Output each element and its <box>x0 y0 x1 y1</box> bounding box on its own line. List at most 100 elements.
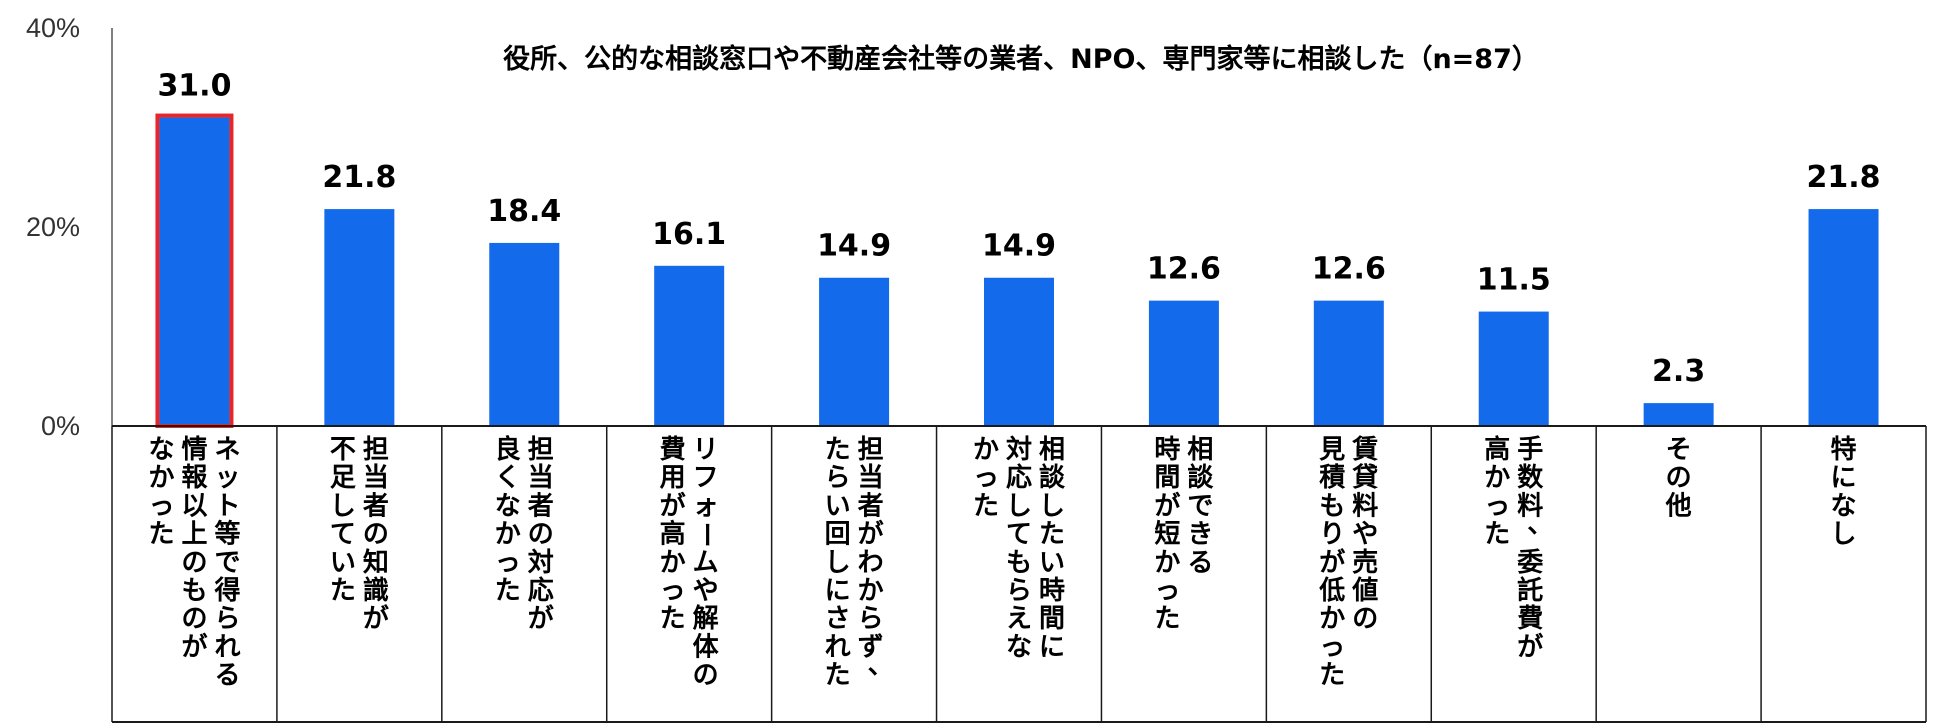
bar <box>654 265 725 426</box>
category-char: ー <box>691 522 721 548</box>
category-char: 報 <box>181 463 208 493</box>
category-char: ら <box>825 463 851 493</box>
category-char: し <box>825 548 851 578</box>
category-char: る <box>1187 548 1213 578</box>
category-char: も <box>181 576 207 606</box>
category-char: っ <box>660 576 686 606</box>
category-char: た <box>825 661 851 691</box>
category-char: が <box>1319 547 1345 578</box>
category-char: 売 <box>1352 548 1378 578</box>
category-char: そ <box>1666 435 1692 465</box>
category-char: が <box>660 490 686 521</box>
category-char: て <box>1006 520 1032 550</box>
category-char: て <box>330 520 356 550</box>
bar-value-label: 21.8 <box>1807 160 1881 195</box>
category-char: 担 <box>858 435 884 465</box>
value-labels: 31.0 21.8 18.4 16.1 14.9 14.9 12.6 12.6 11.5 2.3 2… <box>157 69 1880 390</box>
category-char: の <box>528 520 554 550</box>
category-char: 者 <box>528 491 554 521</box>
category-char: か <box>1484 463 1510 493</box>
category-char: 体 <box>693 632 720 662</box>
category-char: ら <box>1006 576 1032 606</box>
category-char: か <box>858 576 884 606</box>
category-char: の <box>181 548 207 578</box>
category-char: 高 <box>1484 434 1510 465</box>
category-char: が <box>1517 631 1543 662</box>
category-char: 足 <box>330 463 356 493</box>
category-char: り <box>1319 520 1345 550</box>
category-char: で <box>1187 491 1213 521</box>
category-char: し <box>330 491 356 521</box>
bar-value-label: 12.6 <box>1147 252 1221 287</box>
category-char: に <box>825 576 851 606</box>
category-char: 相 <box>1039 435 1065 465</box>
category-char: い <box>1039 548 1065 578</box>
category-char: が <box>1154 490 1180 521</box>
category-char: 見 <box>1319 435 1345 465</box>
category-char: 高 <box>660 519 686 550</box>
category-char: 対 <box>528 548 554 578</box>
bar <box>984 277 1054 426</box>
category-char: や <box>693 576 719 606</box>
category-char: ッ <box>214 463 240 493</box>
category-char: っ <box>1484 491 1510 521</box>
chart-title: 役所、公的な相談窓口や不動産会社等の業者、NPO、専門家等に相談した（n=87） <box>503 43 1539 75</box>
category-char: 積 <box>1319 463 1345 493</box>
category-char: た <box>825 435 851 465</box>
category-char: え <box>1006 604 1032 634</box>
bar <box>1643 403 1714 426</box>
category-char: な <box>148 435 174 465</box>
category-char: 担 <box>528 435 554 465</box>
category-char: 回 <box>825 520 851 550</box>
category-char: 知 <box>363 548 389 578</box>
category-char: 、 <box>1527 510 1553 540</box>
category-char: 特 <box>1831 434 1857 465</box>
category-char: 費 <box>660 435 686 465</box>
bar <box>819 277 890 426</box>
bars <box>155 113 1879 429</box>
category-char: 費 <box>1517 604 1543 634</box>
category-char: れ <box>214 632 240 662</box>
category-char: た <box>330 576 356 606</box>
bar <box>489 242 560 426</box>
category-char: 不 <box>330 435 356 465</box>
category-char: な <box>1006 632 1032 662</box>
category-char: の <box>693 661 719 691</box>
category-char: の <box>1352 604 1378 634</box>
category-char: っ <box>1154 576 1180 606</box>
category-char: 当 <box>528 463 554 493</box>
bar-value-label: 14.9 <box>817 229 891 264</box>
bar <box>159 117 230 427</box>
category-char: 以 <box>181 491 207 521</box>
category-char: 得 <box>213 576 240 606</box>
category-char: の <box>1666 463 1692 493</box>
bar <box>1148 300 1219 426</box>
bar <box>1313 300 1384 426</box>
category-char: く <box>495 463 521 493</box>
category-char: 情 <box>181 435 207 465</box>
category-char: し <box>1831 520 1857 550</box>
bar-value-label: 16.1 <box>652 217 726 252</box>
category-char: っ <box>973 463 999 493</box>
bar-value-label: 31.0 <box>157 69 231 104</box>
category-char: 数 <box>1517 463 1544 493</box>
category-char: の <box>363 520 389 550</box>
category-char: 当 <box>858 463 884 493</box>
category-char: 賃 <box>1351 435 1378 465</box>
category-char: わ <box>858 548 884 578</box>
category-char: 相 <box>1187 435 1213 465</box>
category-char: に <box>1039 632 1065 662</box>
category-char: な <box>1831 491 1857 521</box>
bar <box>324 209 395 426</box>
category-char: 手 <box>1517 435 1543 465</box>
bar <box>1478 311 1549 426</box>
category-char: で <box>214 548 240 578</box>
